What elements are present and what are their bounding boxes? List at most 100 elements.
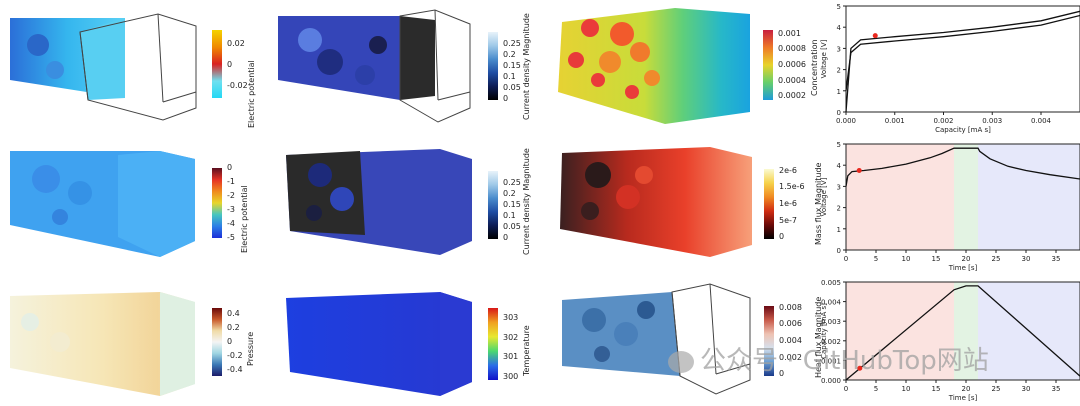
tick-label: 0.1: [503, 211, 516, 220]
tick-label: 0.002: [779, 353, 802, 362]
shaded-region: [954, 282, 978, 380]
tick-label: -4: [227, 219, 235, 228]
tick-label: 0.4: [227, 309, 240, 318]
tick-label: 0.0006: [778, 60, 806, 69]
y-tick-label: 0.003: [821, 318, 841, 326]
y-tick-label: 4: [837, 162, 842, 170]
x-tick-label: 20: [962, 385, 971, 393]
x-tick-label: 0.001: [885, 117, 905, 125]
colorbar: [488, 308, 498, 380]
panel-heat-flux: 0.008 0.006 0.004 0.002 0 Heat flux Magn…: [540, 272, 830, 402]
tick-label: 2e-6: [779, 166, 797, 175]
series-line: [845, 14, 1080, 91]
colorbar-title: Current density Magnitude: [522, 148, 531, 255]
shaded-region: [846, 282, 954, 380]
y-tick-label: 0: [837, 247, 841, 255]
shaded-region: [846, 144, 954, 250]
y-tick-label: 3: [837, 45, 841, 53]
tick-label: 0.006: [779, 319, 802, 328]
tick-label: 0: [227, 337, 233, 346]
x-axis-label: Time [s]: [948, 264, 978, 272]
tick-label: 0: [227, 163, 233, 172]
colorbar: [488, 32, 498, 100]
y-tick-label: 5: [837, 141, 841, 149]
x-tick-label: 5: [874, 255, 878, 263]
tick-label: 0.001: [778, 29, 801, 38]
tick-label: 1.5e-6: [779, 182, 805, 191]
colorbar: [763, 30, 773, 100]
x-tick-label: 25: [992, 255, 1001, 263]
x-tick-label: 30: [1022, 255, 1031, 263]
colorbar: [764, 306, 774, 376]
tick-label: 0.0008: [778, 44, 806, 53]
colorbar: [488, 171, 498, 239]
panel-concentration: 0.001 0.0008 0.0006 0.0004 0.0002 Concen…: [540, 0, 830, 130]
series-line: [845, 285, 1080, 381]
colorbar: [212, 308, 222, 376]
tick-label: 0.15: [503, 61, 521, 70]
tick-label: 0.25: [503, 178, 521, 187]
shaded-region: [978, 144, 1080, 250]
y-tick-label: 3: [837, 183, 841, 191]
y-tick-label: 1: [837, 88, 841, 96]
watermark-text: 公众号 · GitHubTop网站: [700, 346, 989, 376]
x-tick-label: 0: [844, 255, 848, 263]
y-tick-label: 0.004: [821, 299, 842, 307]
cube-render: [558, 8, 750, 124]
colorbar-title: Temperature: [522, 325, 531, 376]
y-tick-label: 0.005: [821, 279, 841, 287]
line-chart: 0 1 2 3 4 5 0 5 10 15 20 25 30 35 Time [s] Voltage [V]: [820, 141, 1080, 272]
shaded-region: [954, 144, 978, 250]
marker-point: [872, 33, 878, 39]
colorbar-title: Current density Magnitude: [522, 13, 531, 120]
y-tick-label: 1: [837, 226, 841, 234]
x-tick-label: 0.003: [982, 117, 1002, 125]
tick-label: 0.2: [227, 323, 240, 332]
watermark: 公众号 · GitHubTop网站: [668, 340, 989, 377]
line-chart: 0.000 0.001 0.002 0.003 0.004 0.005 0 5 10 15 20 25…: [820, 279, 1080, 402]
colorbar: [212, 168, 222, 238]
y-tick-label: 5: [837, 3, 841, 11]
tick-label: 0.0002: [778, 91, 806, 100]
tick-label: 0: [503, 233, 509, 242]
marker-point: [857, 365, 863, 371]
cube-render: [562, 283, 751, 395]
series-line: [845, 10, 1080, 113]
marker-point: [856, 168, 862, 173]
tick-label: 0: [227, 60, 233, 69]
x-tick-label: 15: [932, 385, 941, 393]
cube-render: [286, 292, 472, 396]
x-tick-label: 15: [932, 255, 941, 263]
cube-render: [10, 292, 195, 396]
x-tick-label: 0: [844, 385, 848, 393]
x-tick-label: 35: [1052, 255, 1061, 263]
colorbar: [764, 169, 774, 239]
panel-temperature: 303 302 301 300 Temperature: [270, 272, 540, 402]
panel-current-density-2: 0.25 0.2 0.15 0.1 0.05 0 Current density…: [270, 135, 540, 265]
panel-current-density-1: 0.25 0.2 0.15 0.1 0.05 0 Current density…: [270, 0, 540, 130]
tick-label: 0.05: [503, 222, 521, 231]
tick-label: 0: [779, 232, 785, 241]
tick-label: 0.25: [503, 39, 521, 48]
y-tick-label: 0.000: [821, 377, 841, 385]
cube-render: [560, 147, 752, 257]
tick-label: 300: [503, 372, 519, 381]
x-tick-label: 20: [962, 255, 971, 263]
tick-label: 0.1: [503, 72, 516, 81]
panel-electric-potential-2: 0 -1 -2 -3 -4 -5 Electric potential: [0, 135, 270, 265]
x-tick-label: 30: [1022, 385, 1031, 393]
plot-frame: [845, 281, 1080, 381]
tick-label: 0.0004: [778, 76, 806, 85]
tick-label: 0.2: [503, 189, 516, 198]
y-tick-label: 0.001: [821, 357, 841, 365]
tick-label: -0.02: [227, 81, 248, 90]
tick-label: 0.02: [227, 39, 245, 48]
x-tick-label: 5: [874, 385, 878, 393]
tick-label: -3: [227, 205, 235, 214]
x-tick-label: 0.004: [1031, 117, 1052, 125]
y-tick-label: 2: [837, 205, 841, 213]
tick-label: 302: [503, 333, 519, 342]
y-tick-label: 2: [837, 67, 841, 75]
tick-label: -0.4: [227, 365, 243, 374]
tick-label: 1e-6: [779, 199, 797, 208]
